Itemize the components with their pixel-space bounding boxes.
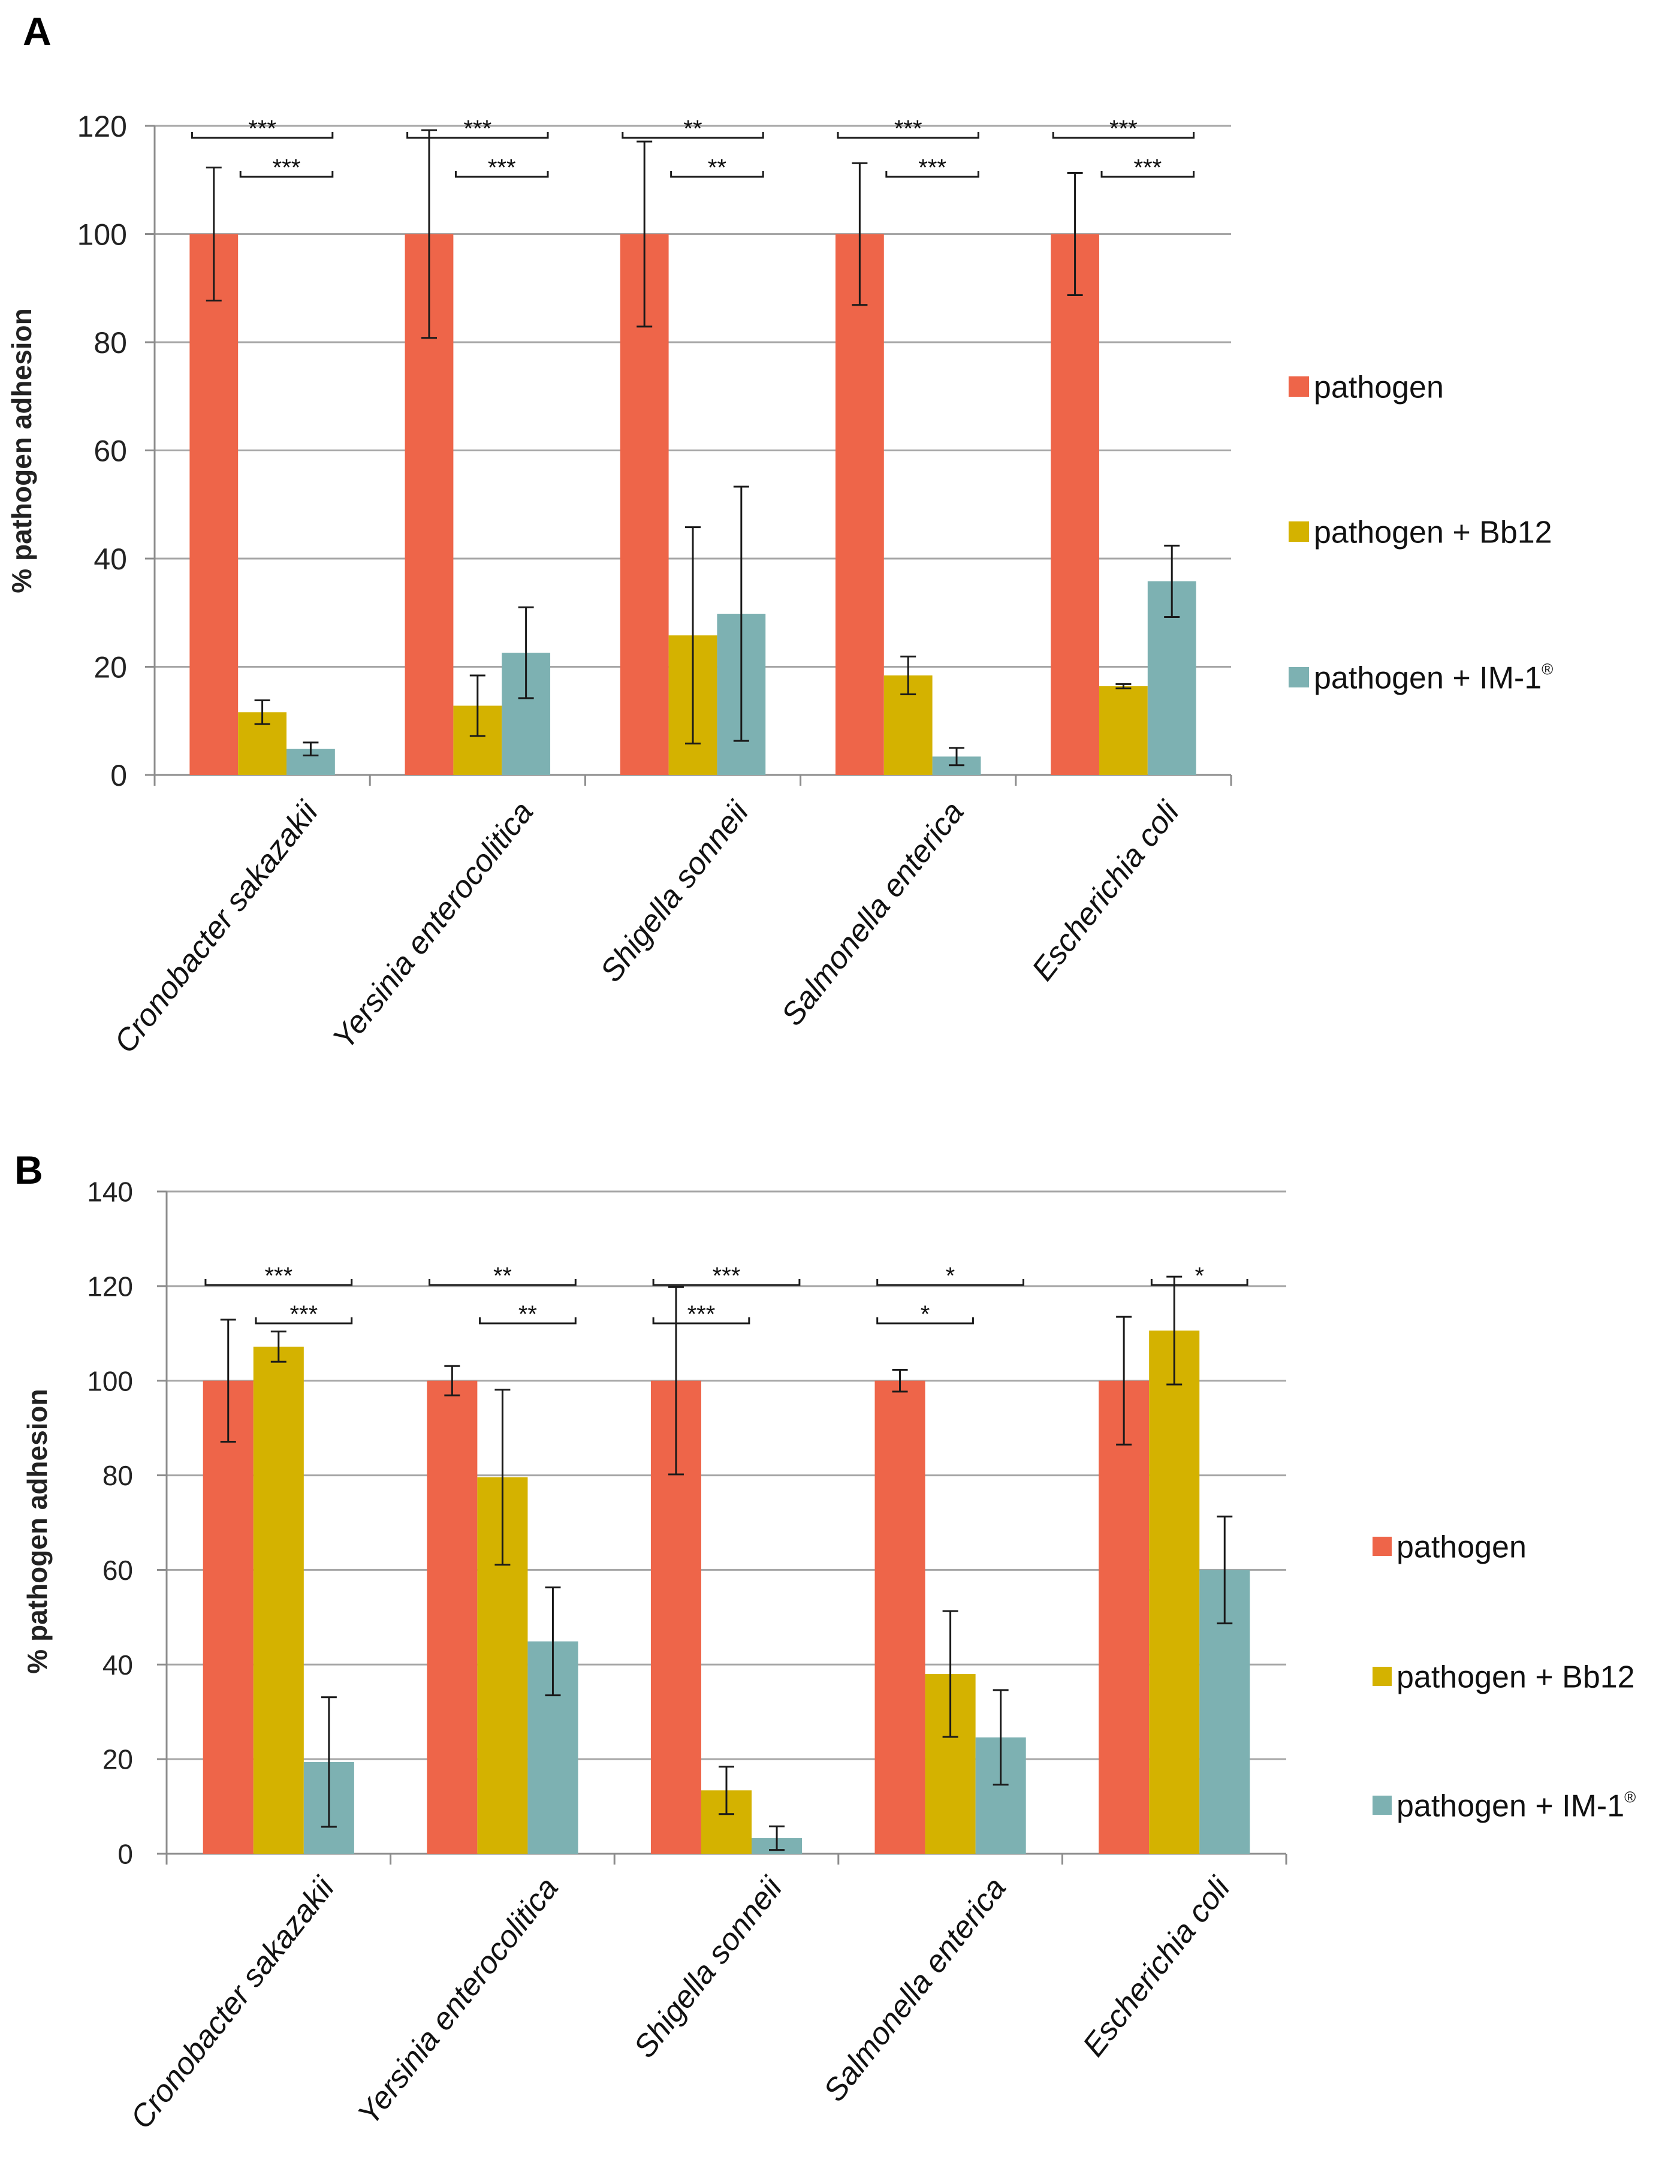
significance-bracket bbox=[429, 1279, 577, 1286]
y-tick-label: 40 bbox=[102, 1649, 133, 1681]
y-axis-label: % pathogen adhesion bbox=[22, 1389, 53, 1673]
legend-label-pathogen: pathogen bbox=[1397, 1530, 1527, 1565]
significance-label: *** bbox=[687, 1301, 716, 1328]
significance-bracket bbox=[670, 171, 764, 178]
significance-label: *** bbox=[248, 116, 276, 142]
significance-label: *** bbox=[713, 1263, 741, 1289]
x-category-label: Yersinia enterocolitica bbox=[351, 1871, 565, 2131]
significance-bracket bbox=[1100, 171, 1195, 178]
bar-pathogen-yersinia-enterocolitica bbox=[427, 1380, 478, 1854]
significance-bracket bbox=[876, 1317, 974, 1325]
significance-bracket bbox=[876, 1279, 1024, 1286]
x-category-label: Cronobacter sakazakii bbox=[108, 795, 325, 1060]
y-tick-label: 40 bbox=[93, 542, 127, 576]
significance-label: *** bbox=[918, 155, 946, 181]
x-category-label: Yersinia enterocolitica bbox=[326, 795, 540, 1055]
significance-label: *** bbox=[463, 116, 491, 142]
registered-mark: ® bbox=[1624, 1788, 1636, 1806]
y-tick-label: 0 bbox=[117, 1839, 133, 1870]
y-tick-label: 20 bbox=[102, 1744, 133, 1775]
significance-label: ** bbox=[683, 116, 702, 142]
y-tick-label: 140 bbox=[87, 1177, 133, 1208]
legend-label-pathogen: pathogen bbox=[1314, 370, 1444, 405]
significance-label: ** bbox=[518, 1301, 537, 1328]
significance-bracket bbox=[454, 171, 549, 178]
legend-swatch-pathogen-im-1 bbox=[1373, 1796, 1392, 1815]
y-tick-label: 0 bbox=[110, 759, 127, 792]
significance-label: *** bbox=[273, 155, 301, 181]
significance-bracket bbox=[479, 1317, 577, 1325]
bar-pathogen-bb12-escherichia-coli bbox=[1099, 686, 1148, 775]
legend-swatch-pathogen bbox=[1373, 1537, 1392, 1556]
significance-label: * bbox=[946, 1263, 955, 1289]
significance-bracket bbox=[652, 1279, 801, 1286]
x-category-label: Cronobacter sakazakii bbox=[124, 1871, 342, 2135]
x-category-label: Escherichia coli bbox=[1076, 1871, 1238, 2064]
significance-bracket bbox=[406, 132, 549, 139]
bar-pathogen-bb12-escherichia-coli bbox=[1149, 1331, 1200, 1854]
y-tick-label: 80 bbox=[93, 326, 127, 360]
significance-bracket bbox=[885, 171, 979, 178]
significance-label: *** bbox=[488, 155, 516, 181]
x-category-label: Salmonella enterica bbox=[817, 1871, 1013, 2108]
legend-label-pathogen-bb12: pathogen + Bb12 bbox=[1314, 515, 1552, 550]
x-category-label: Escherichia coli bbox=[1026, 795, 1187, 988]
x-category-label: Shigella sonneii bbox=[627, 1871, 789, 2065]
bar-pathogen-escherichia-coli bbox=[1051, 234, 1099, 775]
y-tick-label: 120 bbox=[87, 1271, 133, 1302]
significance-bracket bbox=[1052, 132, 1195, 139]
significance-bracket bbox=[1150, 1279, 1248, 1286]
x-category-label: Shigella sonneii bbox=[593, 795, 756, 989]
legend-swatch-pathogen-im-1 bbox=[1289, 667, 1309, 687]
legend-label-pathogen-im-1: pathogen + IM-1® bbox=[1314, 660, 1553, 695]
significance-label: ** bbox=[493, 1263, 512, 1289]
y-tick-label: 120 bbox=[77, 110, 127, 143]
legend-swatch-pathogen-bb12 bbox=[1373, 1667, 1392, 1686]
panel-label: B bbox=[14, 1148, 43, 1192]
bar-pathogen-salmonella-enterica bbox=[835, 234, 884, 775]
significance-bracket bbox=[622, 132, 764, 139]
legend-swatch-pathogen-bb12 bbox=[1289, 521, 1309, 542]
significance-label: *** bbox=[289, 1301, 318, 1328]
y-tick-label: 100 bbox=[77, 218, 127, 252]
y-tick-label: 60 bbox=[93, 435, 127, 468]
y-axis-label: % pathogen adhesion bbox=[6, 308, 37, 593]
significance-bracket bbox=[239, 171, 334, 178]
bar-pathogen-cronobacter-sakazakii bbox=[189, 234, 239, 775]
bar-pathogen-bb12-cronobacter-sakazakii bbox=[253, 1346, 304, 1854]
panel-label: A bbox=[23, 9, 52, 53]
significance-label: ** bbox=[708, 155, 726, 181]
significance-label: * bbox=[1195, 1263, 1204, 1289]
legend-swatch-pathogen bbox=[1289, 376, 1309, 397]
significance-bracket bbox=[204, 1279, 353, 1286]
significance-label: *** bbox=[264, 1263, 292, 1289]
y-tick-label: 80 bbox=[102, 1460, 133, 1491]
legend-label-pathogen-bb12: pathogen + Bb12 bbox=[1397, 1660, 1635, 1695]
bar-pathogen-salmonella-enterica bbox=[874, 1380, 925, 1854]
y-tick-label: 100 bbox=[87, 1365, 133, 1396]
bar-pathogen-cronobacter-sakazakii bbox=[203, 1380, 254, 1854]
y-tick-label: 60 bbox=[102, 1555, 133, 1586]
significance-label: * bbox=[921, 1301, 930, 1328]
significance-bracket bbox=[837, 132, 979, 139]
legend-label-pathogen-im-1: pathogen + IM-1® bbox=[1397, 1788, 1636, 1823]
y-tick-label: 20 bbox=[93, 651, 127, 684]
significance-label: *** bbox=[1109, 116, 1138, 142]
significance-label: *** bbox=[1133, 155, 1162, 181]
significance-bracket bbox=[652, 1317, 750, 1325]
significance-bracket bbox=[191, 132, 334, 139]
chart-panel-a: A020406080100120************************… bbox=[6, 9, 1553, 1060]
significance-label: *** bbox=[894, 116, 922, 142]
significance-bracket bbox=[255, 1317, 353, 1325]
bar-pathogen-escherichia-coli bbox=[1099, 1380, 1150, 1854]
registered-mark: ® bbox=[1542, 660, 1553, 678]
x-category-label: Salmonella enterica bbox=[775, 795, 971, 1033]
